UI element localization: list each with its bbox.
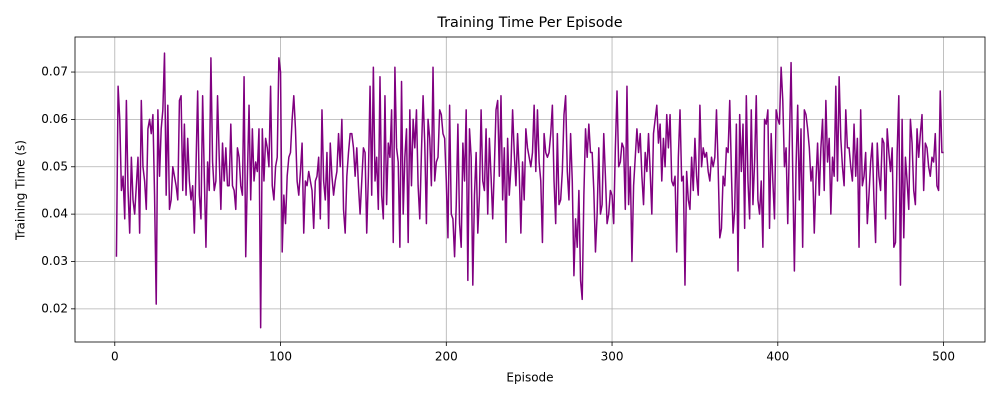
x-tick-label: 300 <box>601 350 624 364</box>
x-tick-label: 0 <box>111 350 119 364</box>
x-tick-label: 400 <box>766 350 789 364</box>
y-tick-label: 0.02 <box>41 301 68 315</box>
x-tick-label: 100 <box>269 350 292 364</box>
y-axis-label: Training Time (s) <box>14 140 28 241</box>
y-tick-label: 0.03 <box>41 254 68 268</box>
y-tick-label: 0.04 <box>41 207 68 221</box>
x-tick-label: 200 <box>435 350 458 364</box>
plot-layer <box>115 52 944 329</box>
y-tick-label: 0.05 <box>41 159 68 173</box>
y-tick-label: 0.07 <box>41 65 68 79</box>
plot-frame <box>74 36 986 343</box>
data-line <box>115 52 944 329</box>
x-tick-label: 500 <box>932 350 955 364</box>
chart-title: Training Time Per Episode <box>436 15 622 31</box>
y-tick-label: 0.06 <box>41 112 68 126</box>
x-axis-label: Episode <box>506 371 553 385</box>
